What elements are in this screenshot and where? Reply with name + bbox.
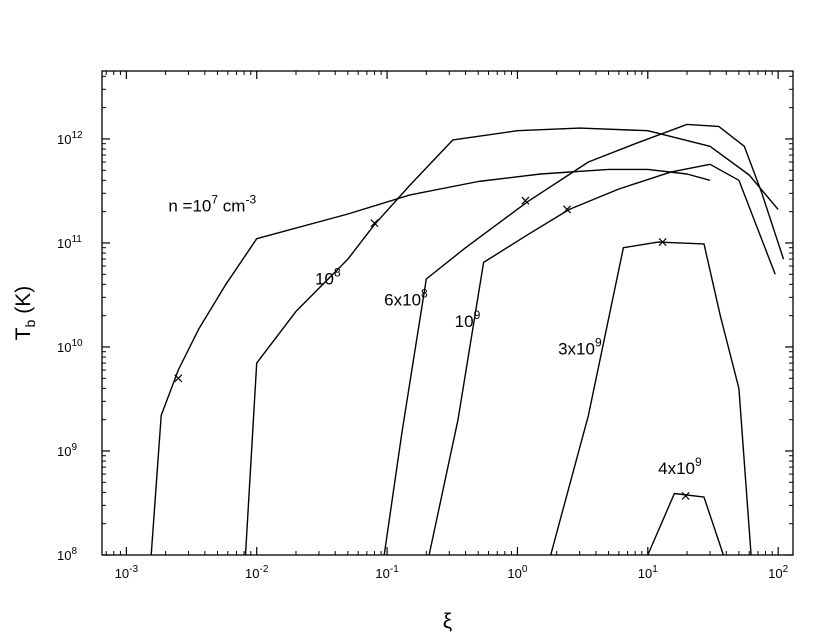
y-tick-label: 1011 — [57, 234, 82, 251]
y-tick-label-exponent: 12 — [71, 130, 83, 141]
x-tick-label-exponent: 1 — [652, 564, 658, 575]
series-line-1 — [150, 168, 711, 556]
x-tick-label-exponent: 0 — [522, 564, 528, 575]
series-label-1: n =107 cm-3 — [168, 193, 256, 216]
major-ticks — [102, 71, 793, 556]
plot-frame — [101, 70, 794, 556]
x-tick-label-base: 10 — [638, 566, 652, 581]
y-tick-label-base: 10 — [57, 236, 71, 251]
y-tick-label-exponent: 11 — [71, 234, 82, 245]
series-label-2: 108 — [315, 265, 341, 288]
x-tick-label: 100 — [507, 564, 527, 581]
x-tick-label: 102 — [768, 564, 788, 581]
series-marker-6 — [681, 491, 690, 500]
x-tick-label: 10-3 — [115, 564, 139, 581]
y-tick-label: 1012 — [57, 130, 83, 147]
series-line-5 — [550, 241, 752, 556]
x-tick-label: 10-2 — [245, 564, 269, 581]
minor-ticks — [102, 71, 793, 555]
y-tick-label: 109 — [57, 442, 77, 459]
y-tick-label-base: 10 — [57, 444, 71, 459]
series-line-2 — [244, 127, 779, 556]
y-axis-label: Tb (K) — [12, 286, 38, 341]
x-tick-label-exponent: 2 — [783, 564, 789, 575]
y-tick-label-exponent: 10 — [71, 338, 83, 349]
series-label-superscript: 8 — [334, 265, 341, 279]
y-axis-label-main: T — [12, 327, 35, 340]
series-label-text: n =10 — [168, 197, 211, 216]
x-tick-label-exponent: -1 — [390, 564, 399, 575]
y-tick-label: 108 — [57, 546, 77, 563]
series-label-superscript: 7 — [211, 193, 218, 207]
y-axis-label-unit: (K) — [12, 286, 35, 314]
curves — [150, 123, 785, 556]
x-tick-label-exponent: -2 — [260, 564, 269, 575]
y-tick-label-base: 10 — [57, 548, 71, 563]
x-tick-label-base: 10 — [507, 566, 521, 581]
series-label-superscript: 9 — [695, 455, 702, 469]
series-marker-3 — [521, 196, 530, 205]
x-tick-label-base: 10 — [375, 566, 389, 581]
series-marker-4 — [562, 205, 572, 214]
series-marker-5 — [658, 238, 667, 247]
x-tick-label: 101 — [638, 564, 658, 581]
series-label-text: 10 — [455, 312, 474, 331]
y-tick-label-base: 10 — [57, 340, 71, 355]
y-tick-label: 1010 — [57, 338, 83, 355]
x-tick-label: 10-1 — [375, 564, 399, 581]
x-tick-label-base: 10 — [768, 566, 782, 581]
series-label-superscript: 9 — [595, 335, 602, 349]
y-tick-label-exponent: 9 — [71, 442, 77, 453]
series-label-text: 4x10 — [658, 459, 695, 478]
series-label-text: 3x10 — [558, 339, 595, 358]
y-tick-label-base: 10 — [57, 132, 71, 147]
x-tick-label-base: 10 — [245, 566, 259, 581]
x-axis-label: ξ — [443, 610, 452, 633]
y-axis-label-subscript: b — [22, 319, 38, 327]
series-label-superscript: -3 — [245, 193, 256, 207]
x-tick-label-base: 10 — [115, 566, 129, 581]
x-tick-label-exponent: -3 — [129, 564, 138, 575]
series-label-text: cm — [218, 197, 245, 216]
series-label-superscript: 8 — [421, 287, 428, 301]
series-label-superscript: 9 — [474, 308, 481, 322]
series-label-text: 10 — [315, 269, 334, 288]
series-label-4: 109 — [455, 308, 481, 331]
series-label-5: 3x109 — [558, 335, 602, 358]
markers — [174, 196, 690, 500]
series-marker-2 — [370, 219, 379, 228]
series-marker-1 — [174, 374, 183, 383]
y-tick-label-exponent: 8 — [71, 546, 77, 557]
series-line-4 — [428, 163, 776, 556]
series-line-6 — [647, 492, 725, 556]
series-label-6: 4x109 — [658, 455, 702, 478]
series-label-3: 6x108 — [384, 287, 428, 310]
series-label-text: 6x10 — [384, 291, 421, 310]
series-line-3 — [383, 123, 785, 556]
